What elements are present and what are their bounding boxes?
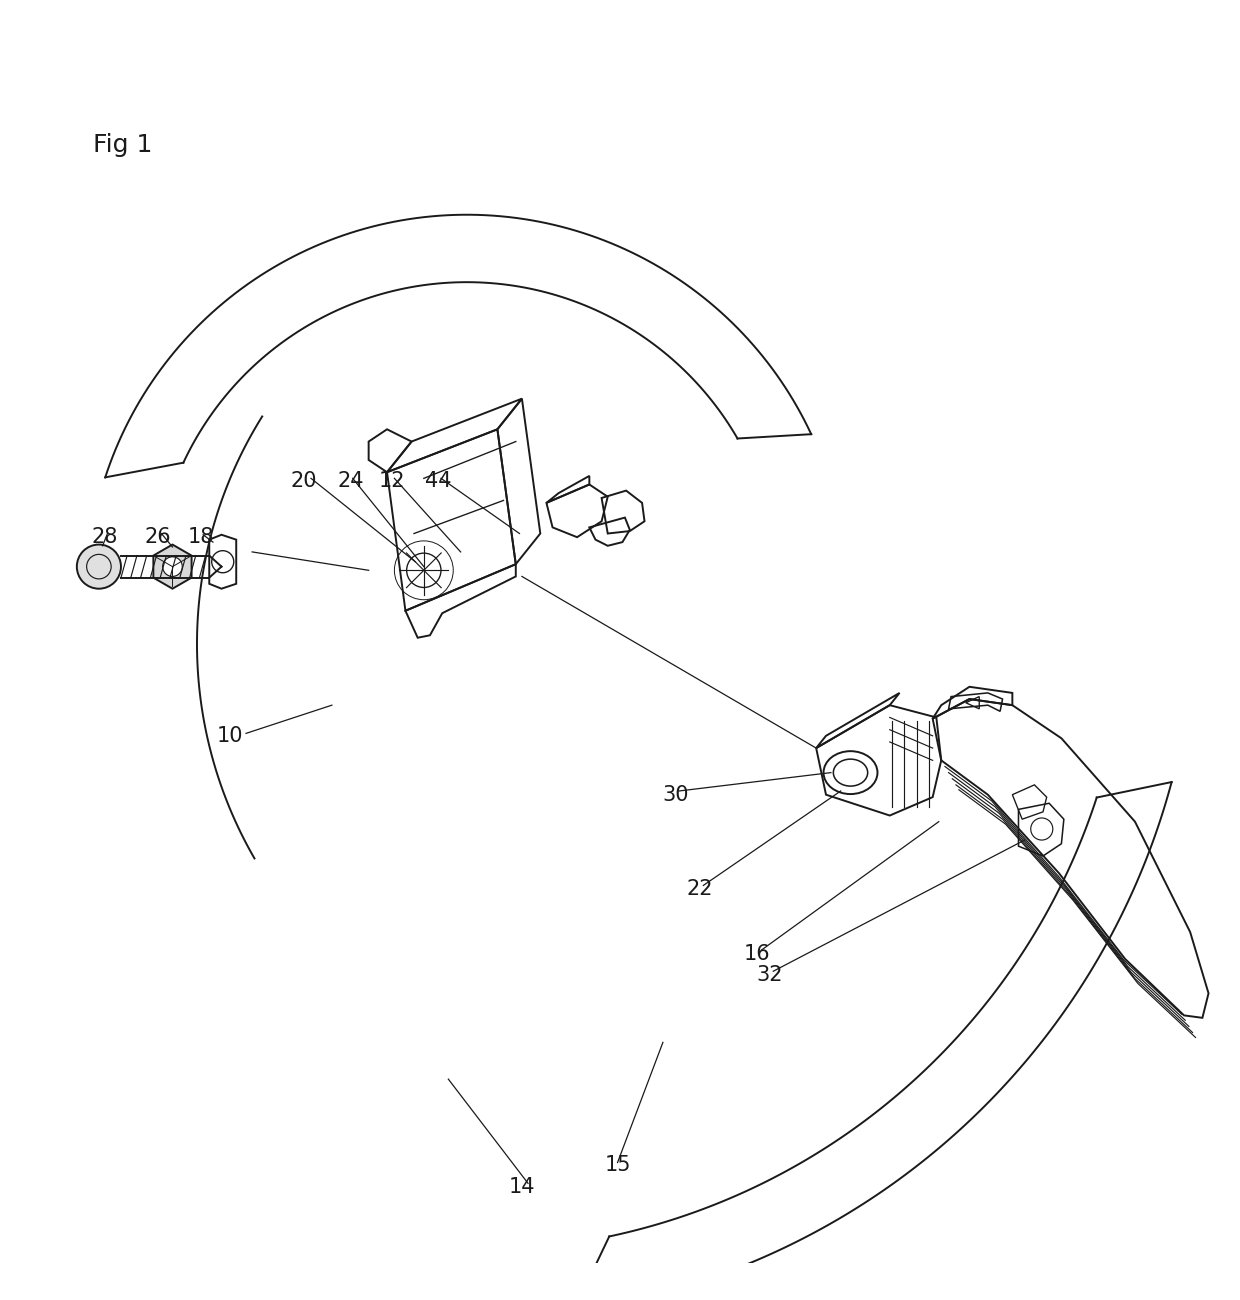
Text: 44: 44 — [425, 471, 451, 491]
Text: 32: 32 — [756, 965, 782, 985]
Text: 12: 12 — [378, 471, 405, 491]
Text: 24: 24 — [337, 471, 363, 491]
Text: 22: 22 — [687, 879, 713, 900]
Text: Fig 1: Fig 1 — [93, 133, 153, 157]
Text: 30: 30 — [662, 785, 688, 805]
Text: 18: 18 — [187, 528, 213, 547]
Text: 10: 10 — [217, 725, 243, 746]
Text: 15: 15 — [604, 1154, 631, 1175]
Text: 26: 26 — [144, 528, 171, 547]
Polygon shape — [154, 545, 192, 589]
Text: 16: 16 — [744, 944, 770, 965]
Circle shape — [77, 545, 122, 589]
Text: 20: 20 — [290, 471, 317, 491]
Text: 14: 14 — [508, 1176, 536, 1197]
Text: 28: 28 — [92, 528, 118, 547]
Circle shape — [162, 556, 182, 576]
